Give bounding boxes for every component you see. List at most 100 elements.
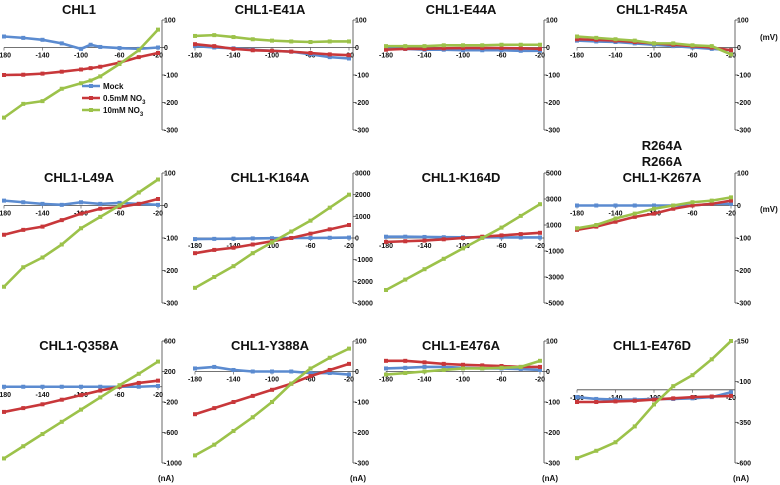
data-point [79,81,83,86]
data-point [40,71,45,76]
data-point [308,51,313,55]
legend-marker [89,84,93,88]
data-point [441,256,446,261]
data-point [21,384,26,389]
x-tick-label: -180 [188,377,202,384]
data-point [156,27,160,32]
x-tick-label: -100 [74,53,88,60]
x-tick-label: -60 [496,377,506,384]
data-point [480,366,485,371]
data-point [98,395,103,400]
data-point [403,365,408,370]
data-point [594,400,599,404]
x-tick-label: -60 [496,243,506,250]
x-tick-label: -140 [417,53,431,60]
data-point [538,367,542,372]
data-point [156,197,160,201]
data-point [59,419,64,424]
data-point [575,456,579,461]
data-point [59,69,64,74]
data-point [156,45,160,50]
y-tick-label: 0 [737,203,741,210]
x-tick-label: -180 [0,53,11,60]
data-point [156,202,160,207]
data-point [441,46,446,51]
data-point [231,35,236,40]
y-tick-label: -300 [737,301,751,308]
data-point [40,384,45,389]
panel-title: CHL1-Q358A [39,338,119,353]
data-point [98,44,103,49]
data-point [250,37,255,42]
panel-title: CHL1-E476D [613,338,691,353]
data-point [250,236,255,241]
data-point [575,400,579,404]
x-tick-label: -140 [608,53,622,60]
data-point [403,46,408,51]
data-point [88,66,93,71]
y-tick-label: 0 [164,45,168,52]
data-point [613,399,618,404]
data-point [289,236,294,240]
data-point [499,48,504,53]
data-point [156,359,160,364]
data-point [632,203,637,208]
data-point [79,226,83,231]
data-point [671,41,676,46]
y-tick-label: -350 [737,420,751,427]
data-point [422,44,427,49]
data-point [652,211,656,216]
x-tick-label: -180 [570,211,584,218]
y-tick-label: -2000 [355,279,373,286]
panel-title: CHL1-E44A [426,2,497,17]
y-unit-label: (nA) [542,474,558,483]
x-tick-label: -20 [344,243,354,250]
data-point [461,48,465,53]
x-tick-label: -60 [496,53,506,60]
data-point [422,46,427,51]
data-point [632,424,637,429]
x-tick-label: -20 [726,211,736,218]
x-tick-label: -140 [417,243,431,250]
series-line-3 [3,178,159,288]
x-tick-label: -20 [535,243,545,250]
panel-12: CHL1-E476D150-100-350-600-180-140-100-60… [570,338,751,468]
data-point [538,42,542,47]
y-tick-label: -100 [355,73,369,80]
data-point [79,211,83,216]
data-point [79,384,83,389]
data-point [538,202,542,207]
data-point [422,238,427,243]
y-tick-label: -200 [355,430,369,437]
y-tick-label: 3000 [546,197,562,204]
data-point [709,44,714,49]
data-point [308,371,313,376]
data-point [98,384,103,389]
data-point [384,288,388,292]
data-point [193,251,197,256]
data-point [308,231,313,236]
data-point [518,48,523,53]
x-tick-label: -20 [153,392,163,399]
data-point [308,366,313,371]
data-point [347,361,351,366]
data-point [270,369,274,374]
y-tick-label: 3000 [355,171,371,178]
data-point [613,37,618,42]
x-tick-label: -180 [0,211,11,218]
data-point [499,365,504,370]
data-point [729,201,733,206]
data-point [156,378,160,383]
data-point [499,225,504,230]
data-point [193,285,197,290]
data-point [117,62,122,66]
data-point [21,227,26,232]
y-tick-label: -600 [164,430,178,437]
data-point [652,206,656,211]
data-point [575,395,579,400]
data-point [212,33,217,38]
y-tick-label: -5000 [546,301,564,308]
data-point [575,37,579,42]
data-point [40,432,45,437]
